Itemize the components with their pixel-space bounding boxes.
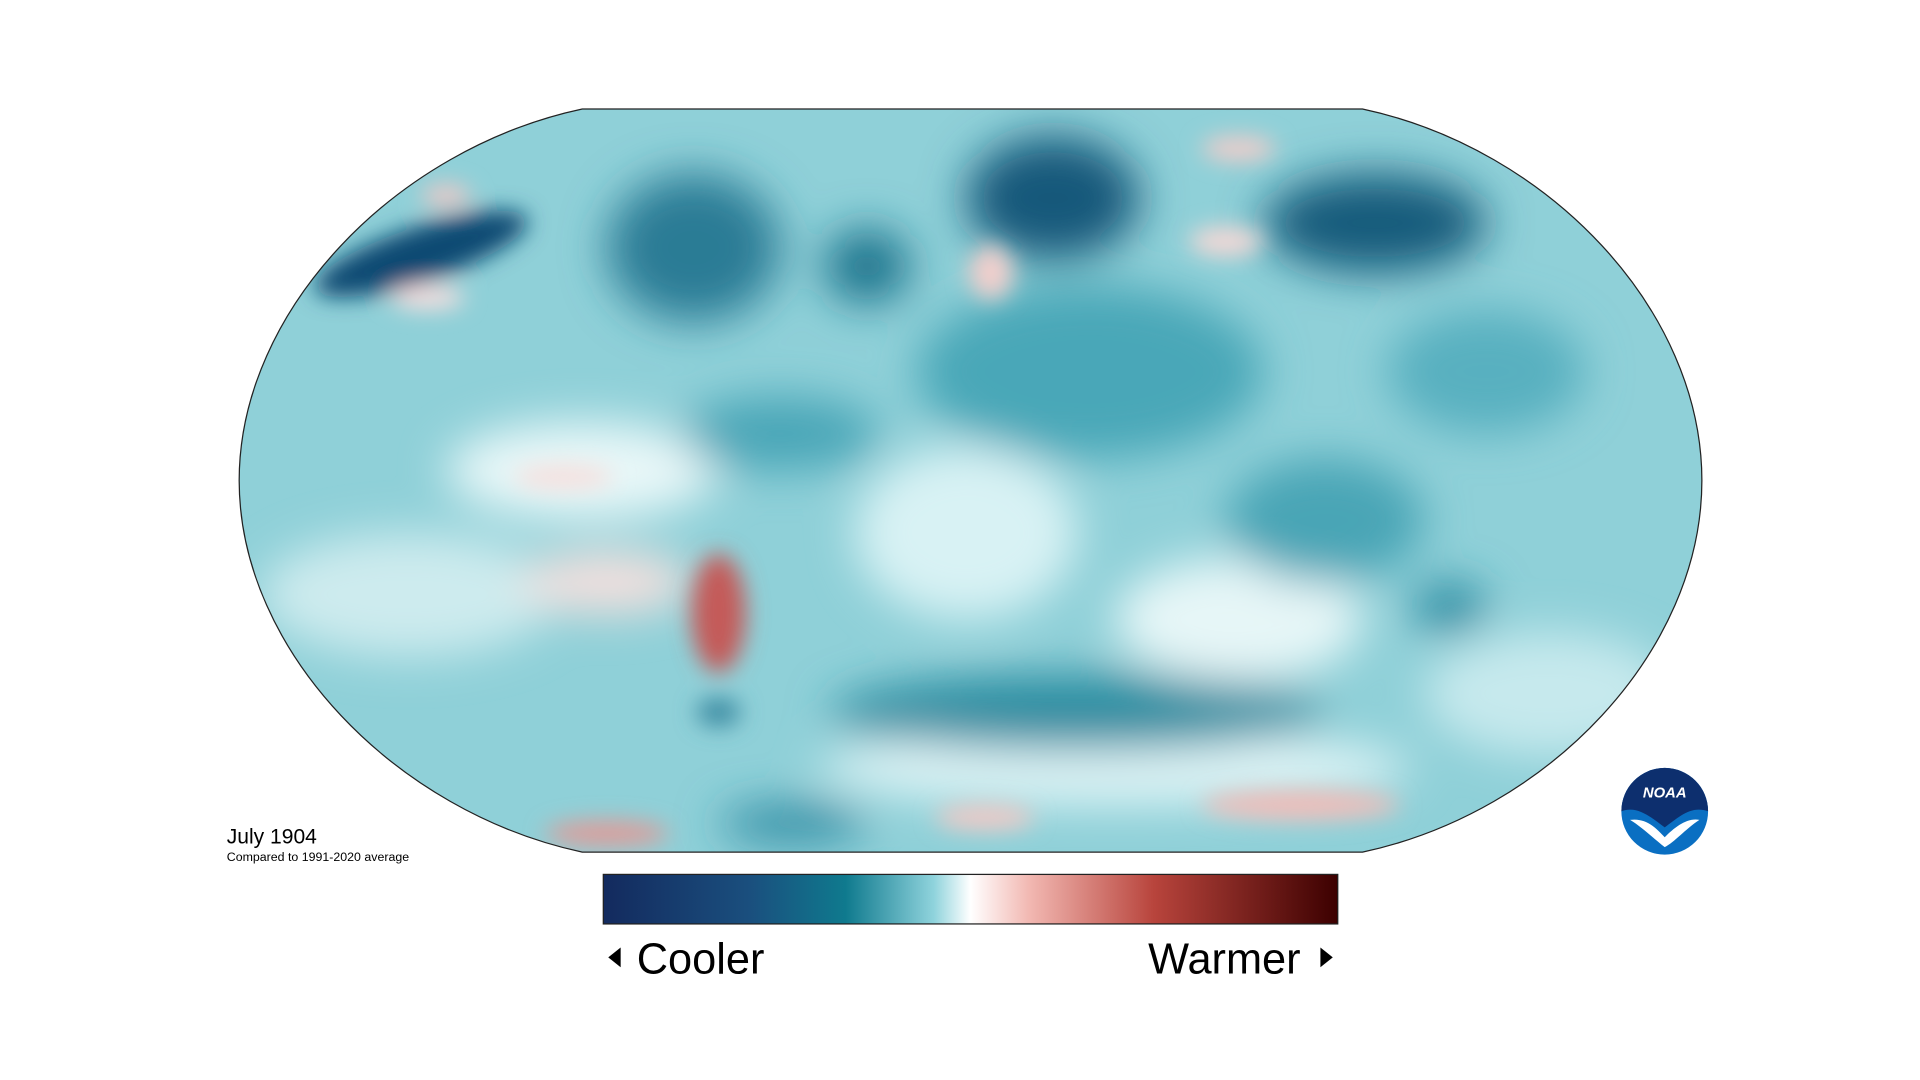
map-subtitle: Compared to 1991-2020 average <box>227 850 409 864</box>
anomaly-field <box>239 108 1702 853</box>
logo-text: NOAA <box>1643 786 1687 802</box>
legend-high: Warmer <box>1148 935 1300 983</box>
map-outline <box>238 108 1703 853</box>
noaa-logo: NOAA <box>1621 767 1709 855</box>
map-title: July 1904 <box>227 825 317 848</box>
right-arrow <box>1320 947 1333 968</box>
left-arrow <box>608 947 621 968</box>
color-bar <box>602 873 1339 925</box>
legend-low: Cooler <box>637 935 765 983</box>
